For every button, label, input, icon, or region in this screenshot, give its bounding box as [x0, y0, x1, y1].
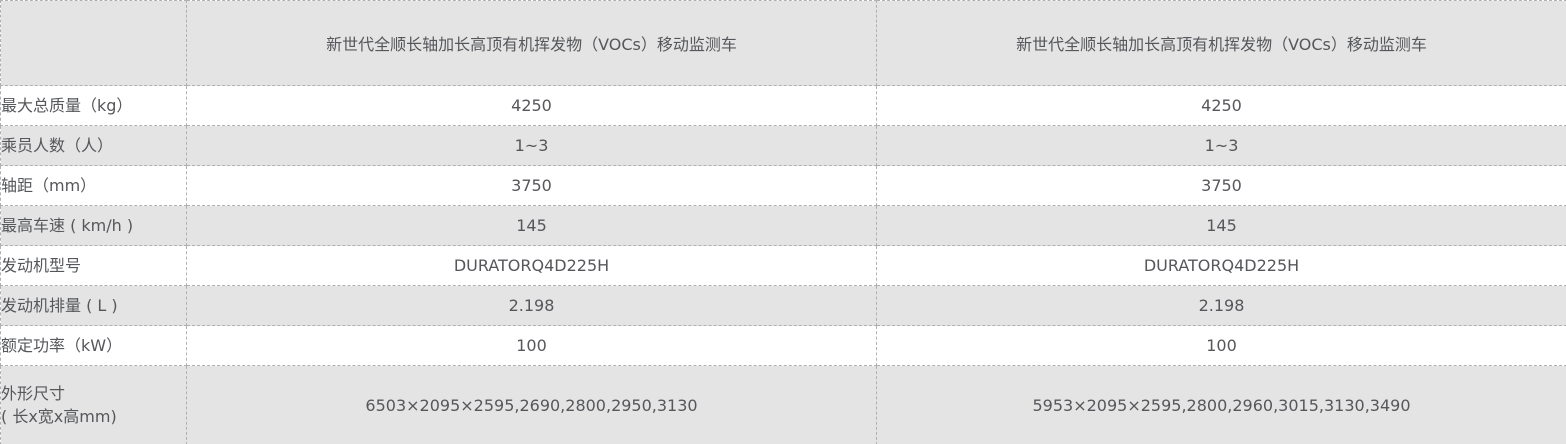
table-row-engine-model: 发动机型号 DURATORQ4D225H DURATORQ4D225H — [0, 245, 1566, 286]
table-row-engine-displacement: 发动机排量 ( L ) 2.198 2.198 — [0, 285, 1566, 326]
row-label: 发动机型号 — [0, 245, 187, 286]
row-label: 额定功率（kW） — [0, 325, 187, 366]
value-cell: 145 — [186, 205, 877, 246]
row-label: 乘员人数（人） — [0, 125, 187, 166]
header-vehicle2: 新世代全顺长轴加长高顶有机挥发物（VOCs）移动监测车 — [876, 0, 1566, 86]
value-cell: 1~3 — [186, 125, 877, 166]
value-cell: DURATORQ4D225H — [876, 245, 1566, 286]
value-cell: 4250 — [876, 85, 1566, 126]
value-cell: 100 — [186, 325, 877, 366]
header-vehicle1: 新世代全顺长轴加长高顶有机挥发物（VOCs）移动监测车 — [186, 0, 877, 86]
value-cell: 6503×2095×2595,2690,2800,2950,3130 — [186, 365, 877, 444]
row-label: 轴距（mm） — [0, 165, 187, 206]
value-cell: 3750 — [876, 165, 1566, 206]
value-cell: 145 — [876, 205, 1566, 246]
table-header-row: 新世代全顺长轴加长高顶有机挥发物（VOCs）移动监测车 新世代全顺长轴加长高顶有… — [0, 0, 1566, 86]
row-label: 发动机排量 ( L ) — [0, 285, 187, 326]
table-row-max-total-mass: 最大总质量（kg） 4250 4250 — [0, 85, 1566, 126]
table-row-max-speed: 最高车速 ( km/h ) 145 145 — [0, 205, 1566, 246]
value-cell: 5953×2095×2595,2800,2960,3015,3130,3490 — [876, 365, 1566, 444]
value-cell: 100 — [876, 325, 1566, 366]
header-corner-cell — [0, 0, 187, 86]
row-label: 外形尺寸 ( 长x宽x高mm) — [0, 365, 187, 444]
value-cell: 2.198 — [186, 285, 877, 326]
table-row-dimensions: 外形尺寸 ( 长x宽x高mm) 6503×2095×2595,2690,2800… — [0, 365, 1566, 444]
value-cell: 4250 — [186, 85, 877, 126]
value-cell: 2.198 — [876, 285, 1566, 326]
value-cell: 1~3 — [876, 125, 1566, 166]
table-row-passenger-count: 乘员人数（人） 1~3 1~3 — [0, 125, 1566, 166]
value-cell: 3750 — [186, 165, 877, 206]
table-row-rated-power: 额定功率（kW） 100 100 — [0, 325, 1566, 366]
value-cell: DURATORQ4D225H — [186, 245, 877, 286]
row-label: 最高车速 ( km/h ) — [0, 205, 187, 246]
row-label: 最大总质量（kg） — [0, 85, 187, 126]
table-row-wheelbase: 轴距（mm） 3750 3750 — [0, 165, 1566, 206]
